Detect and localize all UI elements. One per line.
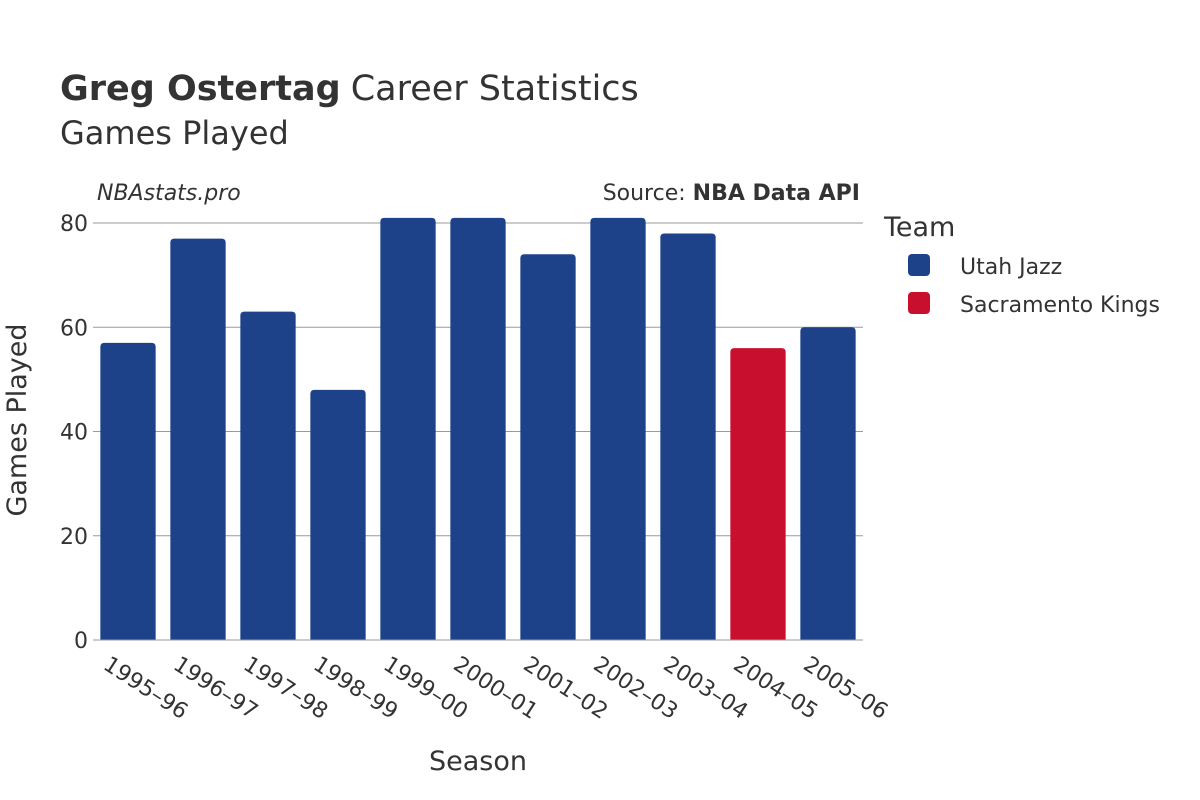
bar-1997–98 bbox=[240, 311, 296, 640]
legend-title: Team bbox=[883, 212, 955, 243]
y-axis-ticks: 0 20 40 60 80 bbox=[60, 212, 88, 654]
chart-title-player: Greg Ostertag bbox=[60, 69, 341, 109]
y-tick-label: 20 bbox=[60, 525, 88, 550]
y-tick-label: 60 bbox=[60, 316, 88, 341]
chart-subtitle: Games Played bbox=[60, 114, 289, 152]
data-source: Source: NBA Data API bbox=[603, 181, 860, 206]
y-tick-label: 0 bbox=[74, 629, 88, 654]
legend-swatch bbox=[908, 292, 930, 314]
chart-title: Greg Ostertag Career Statistics bbox=[60, 69, 639, 109]
bar-2003–04 bbox=[660, 233, 716, 641]
legend-swatch bbox=[908, 254, 930, 276]
y-axis-title: Games Played bbox=[2, 323, 33, 516]
bar-1996–97 bbox=[170, 238, 226, 640]
legend-label: Sacramento Kings bbox=[960, 293, 1160, 318]
x-axis-title: Season bbox=[429, 746, 527, 777]
chart-title-rest: Career Statistics bbox=[351, 69, 639, 109]
site-credit: NBAstats.pro bbox=[97, 181, 241, 206]
bar-2001–02 bbox=[520, 254, 576, 640]
data-source-prefix: Source: bbox=[603, 181, 693, 206]
bar-2002–03 bbox=[590, 217, 646, 640]
bar-2000–01 bbox=[450, 217, 506, 640]
y-tick-label: 80 bbox=[60, 212, 88, 237]
bar-2004–05 bbox=[730, 348, 786, 640]
data-source-name: NBA Data API bbox=[693, 181, 860, 206]
legend: Team Utah Jazz Sacramento Kings bbox=[883, 212, 1160, 318]
legend-label: Utah Jazz bbox=[960, 255, 1062, 280]
bars bbox=[100, 217, 856, 641]
bar-1999–00 bbox=[380, 217, 436, 640]
y-tick-label: 40 bbox=[60, 421, 88, 446]
bar-1998–99 bbox=[310, 389, 366, 640]
bar-1995–96 bbox=[100, 342, 156, 640]
x-axis-ticks: 1995–961996–971997–981998–991999–002000–… bbox=[99, 652, 892, 725]
bar-2005–06 bbox=[800, 327, 856, 640]
